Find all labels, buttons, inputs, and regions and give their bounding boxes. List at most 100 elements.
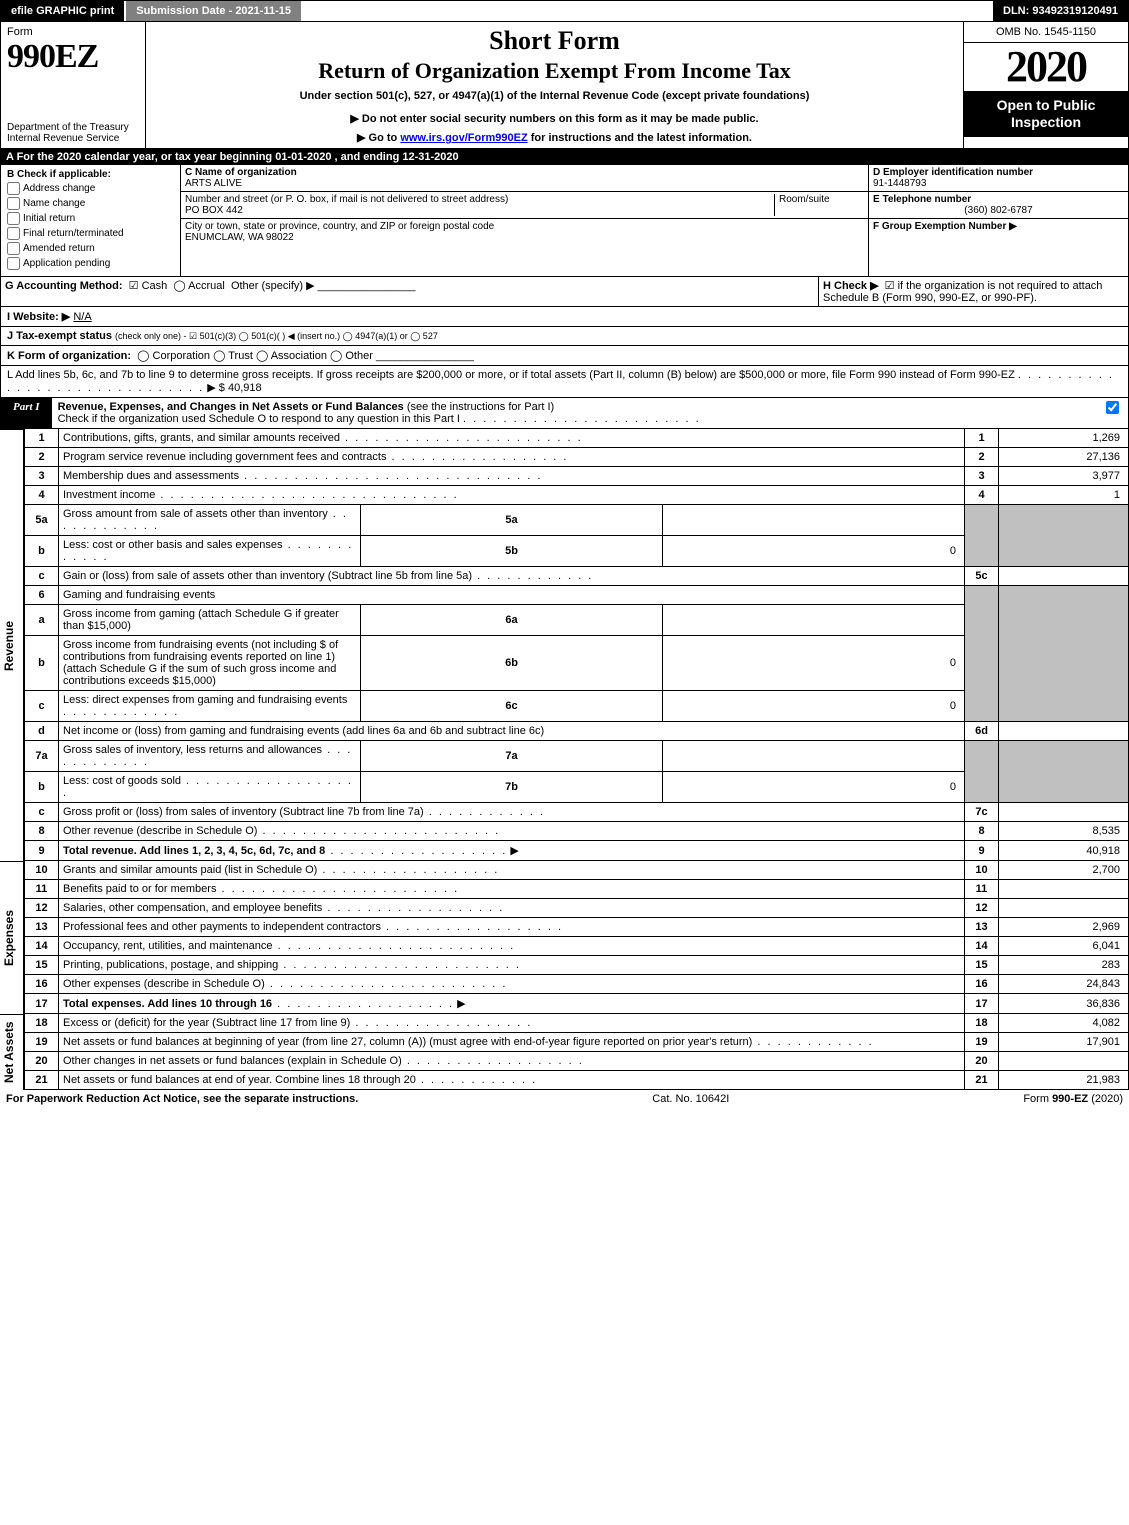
title-short-form: Short Form bbox=[156, 26, 953, 56]
c-street-value: PO BOX 442 bbox=[185, 205, 243, 216]
line-l: L Add lines 5b, 6c, and 7b to line 9 to … bbox=[0, 366, 1129, 398]
row-20: 20Other changes in net assets or fund ba… bbox=[25, 1052, 1129, 1071]
tax-year: 2020 bbox=[964, 43, 1128, 91]
check-amended-return[interactable]: Amended return bbox=[7, 242, 174, 255]
page-footer: For Paperwork Reduction Act Notice, see … bbox=[0, 1090, 1129, 1108]
part1-dots bbox=[463, 413, 701, 425]
row-2: 2Program service revenue including gover… bbox=[25, 448, 1129, 467]
revenue-section: Revenue 1Contributions, gifts, grants, a… bbox=[0, 429, 1129, 861]
check-application-pending[interactable]: Application pending bbox=[7, 257, 174, 270]
f-label: F Group Exemption Number ▶ bbox=[873, 221, 1017, 232]
checkbox-amended-return[interactable] bbox=[7, 242, 20, 255]
row-19: 19Net assets or fund balances at beginni… bbox=[25, 1033, 1129, 1052]
row-13: 13Professional fees and other payments t… bbox=[25, 918, 1129, 937]
row-7a: 7aGross sales of inventory, less returns… bbox=[25, 741, 1129, 772]
expenses-section: Expenses 10Grants and similar amounts pa… bbox=[0, 861, 1129, 1014]
subtitle-goto: ▶ Go to www.irs.gov/Form990EZ for instru… bbox=[156, 131, 953, 144]
row-6: 6Gaming and fundraising events bbox=[25, 586, 1129, 605]
subtitle-under: Under section 501(c), 527, or 4947(a)(1)… bbox=[156, 90, 953, 102]
checkbox-address-change[interactable] bbox=[7, 182, 20, 195]
checkbox-initial-return[interactable] bbox=[7, 212, 20, 225]
submission-date-button[interactable]: Submission Date - 2021-11-15 bbox=[126, 1, 303, 21]
row-21: 21Net assets or fund balances at end of … bbox=[25, 1071, 1129, 1090]
row-7c: cGross profit or (loss) from sales of in… bbox=[25, 803, 1129, 822]
j-sub: (check only one) - ☑ 501(c)(3) ◯ 501(c)(… bbox=[115, 331, 438, 341]
row-6a: aGross income from gaming (attach Schedu… bbox=[25, 605, 1129, 636]
g-cash: Cash bbox=[142, 280, 168, 292]
row-14: 14Occupancy, rent, utilities, and mainte… bbox=[25, 937, 1129, 956]
i-label: I Website: ▶ bbox=[7, 311, 70, 323]
h-label: H Check ▶ bbox=[823, 280, 879, 292]
c-name-value: ARTS ALIVE bbox=[185, 178, 242, 189]
checkbox-final-return[interactable] bbox=[7, 227, 20, 240]
part1-title-wrap: Revenue, Expenses, and Changes in Net As… bbox=[52, 398, 1100, 428]
check-final-return[interactable]: Final return/terminated bbox=[7, 227, 174, 240]
row-5b: bLess: cost or other basis and sales exp… bbox=[25, 536, 1129, 567]
line-k: K Form of organization: ◯ Corporation ◯ … bbox=[0, 346, 1129, 366]
f-row: F Group Exemption Number ▶ bbox=[869, 219, 1128, 234]
row-11: 11Benefits paid to or for members11 bbox=[25, 880, 1129, 899]
part1-paren: (see the instructions for Part I) bbox=[407, 401, 554, 413]
part1-tag: Part I bbox=[1, 398, 52, 428]
header-left: Form 990EZ Department of the Treasury In… bbox=[1, 22, 146, 148]
row-5a: 5aGross amount from sale of assets other… bbox=[25, 505, 1129, 536]
footer-mid: Cat. No. 10642I bbox=[652, 1093, 729, 1105]
top-bar-spacer bbox=[303, 1, 993, 21]
row-6d: dNet income or (loss) from gaming and fu… bbox=[25, 722, 1129, 741]
row-15: 15Printing, publications, postage, and s… bbox=[25, 956, 1129, 975]
g-other: Other (specify) ▶ bbox=[231, 280, 315, 292]
open-to-public: Open to Public Inspection bbox=[964, 91, 1128, 137]
c-label: C Name of organization bbox=[185, 167, 297, 178]
dln-label: DLN: 93492319120491 bbox=[993, 1, 1128, 21]
revenue-label: Revenue bbox=[0, 429, 24, 861]
g-label: G Accounting Method: bbox=[5, 280, 123, 292]
check-address-change[interactable]: Address change bbox=[7, 182, 174, 195]
subtitle-donot: ▶ Do not enter social security numbers o… bbox=[156, 112, 953, 125]
col-def: D Employer identification number 91-1448… bbox=[868, 165, 1128, 276]
row-5c: cGain or (loss) from sale of assets othe… bbox=[25, 567, 1129, 586]
c-city-row: City or town, state or province, country… bbox=[181, 219, 868, 245]
check-initial-return[interactable]: Initial return bbox=[7, 212, 174, 225]
part1-checkline: Check if the organization used Schedule … bbox=[58, 413, 460, 425]
part1-checkbox[interactable] bbox=[1106, 401, 1119, 414]
i-value: N/A bbox=[73, 311, 91, 323]
e-value: (360) 802-6787 bbox=[873, 205, 1124, 216]
top-bar: efile GRAPHIC print Submission Date - 20… bbox=[0, 0, 1129, 22]
g-blank: ________________ bbox=[318, 280, 416, 292]
d-row: D Employer identification number 91-1448… bbox=[869, 165, 1128, 192]
form-number: 990EZ bbox=[7, 38, 139, 76]
part1-checkbox-wrap bbox=[1100, 398, 1128, 428]
row-8: 8Other revenue (describe in Schedule O)8… bbox=[25, 822, 1129, 841]
checkbox-name-change[interactable] bbox=[7, 197, 20, 210]
header-right: OMB No. 1545-1150 2020 Open to Public In… bbox=[963, 22, 1128, 148]
line-a-bar: A For the 2020 calendar year, or tax yea… bbox=[0, 149, 1129, 165]
goto-link[interactable]: www.irs.gov/Form990EZ bbox=[400, 132, 527, 144]
netassets-section: Net Assets 18Excess or (deficit) for the… bbox=[0, 1014, 1129, 1090]
l-value: 40,918 bbox=[228, 382, 262, 394]
line-h: H Check ▶ ☑ if the organization is not r… bbox=[818, 277, 1128, 306]
expenses-sidebar: Expenses bbox=[0, 861, 24, 1014]
col-c: C Name of organization ARTS ALIVE Number… bbox=[181, 165, 868, 276]
row-4: 4Investment income41 bbox=[25, 486, 1129, 505]
check-name-change[interactable]: Name change bbox=[7, 197, 174, 210]
footer-right: Form 990-EZ (2020) bbox=[1023, 1093, 1123, 1105]
col-b: B Check if applicable: Address change Na… bbox=[1, 165, 181, 276]
row-3: 3Membership dues and assessments33,977 bbox=[25, 467, 1129, 486]
goto-pre: ▶ Go to bbox=[357, 132, 400, 144]
row-12: 12Salaries, other compensation, and empl… bbox=[25, 899, 1129, 918]
row-9: 9Total revenue. Add lines 1, 2, 3, 4, 5c… bbox=[25, 841, 1129, 861]
k-label: K Form of organization: bbox=[7, 350, 131, 362]
part1-header: Part I Revenue, Expenses, and Changes in… bbox=[0, 398, 1129, 429]
row-7b: bLess: cost of goods sold7b0 bbox=[25, 772, 1129, 803]
efile-print-button[interactable]: efile GRAPHIC print bbox=[1, 1, 126, 21]
dept-label: Department of the Treasury bbox=[7, 122, 139, 133]
checkbox-application-pending[interactable] bbox=[7, 257, 20, 270]
row-1: 1Contributions, gifts, grants, and simil… bbox=[25, 429, 1129, 448]
title-return: Return of Organization Exempt From Incom… bbox=[156, 58, 953, 84]
row-17: 17Total expenses. Add lines 10 through 1… bbox=[25, 994, 1129, 1014]
expenses-label: Expenses bbox=[0, 861, 24, 1014]
footer-left: For Paperwork Reduction Act Notice, see … bbox=[6, 1093, 358, 1105]
netassets-label: Net Assets bbox=[0, 1014, 24, 1090]
c-room-label: Room/suite bbox=[779, 194, 830, 205]
irs-label: Internal Revenue Service bbox=[7, 133, 139, 144]
